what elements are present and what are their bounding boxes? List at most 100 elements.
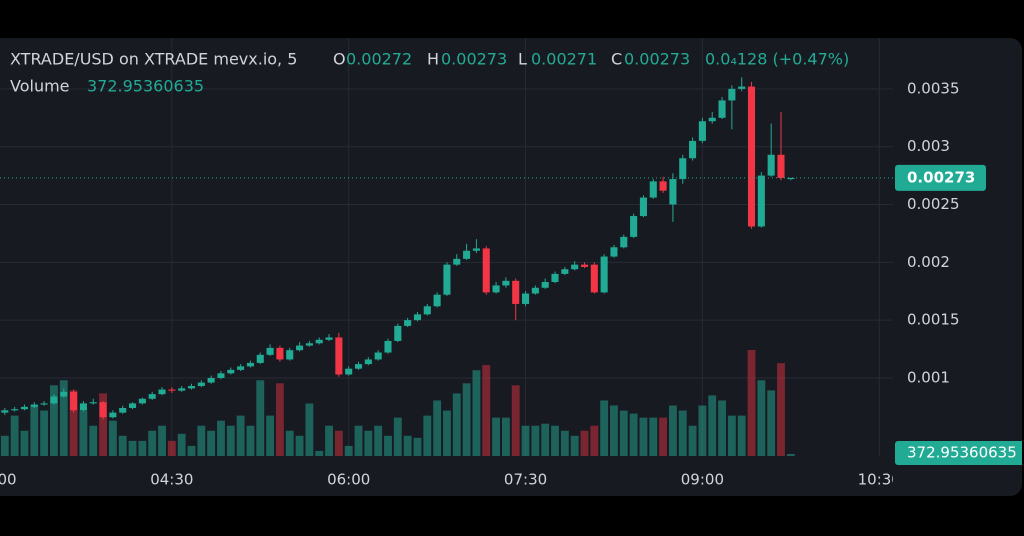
candle-body: [197, 382, 205, 387]
value-low: 0.00271: [531, 50, 597, 69]
x-axis: 03:00 04:30 06:00 07:30 09:00 10:30: [0, 471, 901, 489]
candle-body: [689, 140, 697, 159]
candle-body: [738, 86, 746, 89]
last-volume-label: 372.95360635: [907, 444, 1017, 462]
volume-bar: [570, 435, 579, 456]
volume-bar: [217, 420, 225, 456]
candle-body: [600, 256, 608, 293]
volume-bar: [727, 415, 736, 456]
candle-body: [777, 154, 785, 178]
candle-body: [246, 362, 254, 367]
volume-bar: [158, 425, 166, 456]
volume-bar: [501, 417, 510, 456]
volume-bar: [521, 425, 530, 456]
y-axis: 0.001 0.0015 0.002 0.0025 0.003 0.0035 0.00273…: [895, 79, 1022, 466]
volume-bar: [207, 430, 216, 456]
candle-body: [639, 197, 647, 217]
label-open: O: [333, 50, 346, 69]
volume-bar: [295, 435, 304, 456]
y-tick-label: 0.0015: [907, 311, 960, 329]
header: XTRADE/USD on XTRADE mevx.io, 5 O 0.0027…: [10, 50, 849, 96]
candle-body: [541, 281, 549, 288]
candle-body: [40, 403, 48, 405]
candle-body: [630, 216, 638, 237]
volume-bar: [364, 430, 373, 456]
volume-bar: [374, 425, 383, 456]
symbol: XTRADE/USD on XTRADE mevx.io, 5: [10, 50, 297, 69]
volume-bar: [10, 415, 19, 456]
candle-body: [747, 86, 756, 227]
candle-body: [502, 280, 510, 286]
volume-bar: [403, 435, 412, 456]
candle-body: [610, 247, 618, 257]
value-open: 0.00272: [346, 50, 412, 69]
candle-body: [296, 345, 304, 351]
volume-bar: [688, 425, 697, 456]
candle-body: [423, 306, 431, 315]
candle-body: [325, 337, 333, 340]
candle-body: [394, 325, 402, 341]
volume-bar: [619, 410, 628, 456]
panel-bg: [0, 38, 1022, 496]
volume-bar: [600, 400, 609, 456]
volume-value: 372.95360635: [87, 77, 204, 96]
x-tick-label: 03:00: [0, 471, 17, 489]
candle-body: [305, 343, 313, 346]
volume-bar: [20, 430, 29, 456]
candle-body: [384, 340, 392, 353]
candle-body: [345, 368, 353, 375]
volume-bar: [315, 450, 324, 456]
volume-bar: [610, 405, 618, 456]
candle-body: [138, 398, 146, 404]
candle-body: [698, 121, 706, 141]
candle-body: [148, 394, 156, 399]
candle-body: [256, 354, 264, 363]
volume-bar: [531, 425, 540, 456]
candle-body: [787, 177, 795, 180]
candle-body: [443, 264, 451, 295]
candle-body: [463, 250, 471, 259]
volume-bar: [580, 430, 589, 456]
candle-body: [30, 404, 38, 407]
candle-body: [767, 154, 775, 176]
candle-body: [266, 347, 274, 355]
volume-bar: [256, 380, 265, 456]
x-tick-label: 10:30: [858, 471, 901, 489]
volume-bar: [629, 413, 638, 456]
volume-bar: [718, 400, 726, 456]
candle-body: [551, 273, 559, 282]
volume-bar: [560, 430, 569, 456]
volume-bar: [541, 423, 550, 456]
volume-bar: [511, 385, 520, 456]
volume-bar: [443, 410, 451, 456]
candle-body: [472, 248, 480, 251]
change: 0.0₄128 (+0.47%): [705, 50, 849, 69]
x-tick-label: 09:00: [681, 471, 724, 489]
value-high: 0.00273: [441, 50, 507, 69]
volume-bar: [0, 435, 9, 456]
volume-bar: [737, 415, 746, 456]
candle-body: [187, 386, 196, 389]
volume-bar: [50, 385, 58, 456]
volume-bar: [177, 433, 186, 456]
candle-body: [364, 359, 372, 365]
candle-body: [79, 403, 87, 411]
candle-body: [89, 402, 97, 404]
candle-body: [217, 373, 225, 378]
candle-body: [453, 258, 461, 265]
candle-body: [207, 377, 215, 383]
volume-bar: [590, 425, 599, 456]
volume-bar: [708, 395, 717, 456]
volume-bar: [649, 417, 658, 456]
candle-body: [168, 389, 176, 391]
plot: [0, 77, 893, 456]
candle-body: [728, 88, 736, 101]
candle-body: [404, 320, 412, 326]
x-tick-label: 04:30: [150, 471, 193, 489]
volume-bar: [698, 405, 707, 456]
last-price-box: [895, 164, 986, 191]
volume-bar: [472, 370, 481, 456]
volume-bar: [413, 437, 422, 456]
volume-bar: [492, 417, 500, 456]
volume-bar: [334, 430, 343, 456]
